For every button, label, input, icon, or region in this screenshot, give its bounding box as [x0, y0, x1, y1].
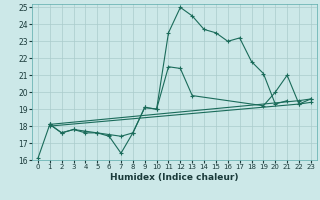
X-axis label: Humidex (Indice chaleur): Humidex (Indice chaleur) — [110, 173, 239, 182]
